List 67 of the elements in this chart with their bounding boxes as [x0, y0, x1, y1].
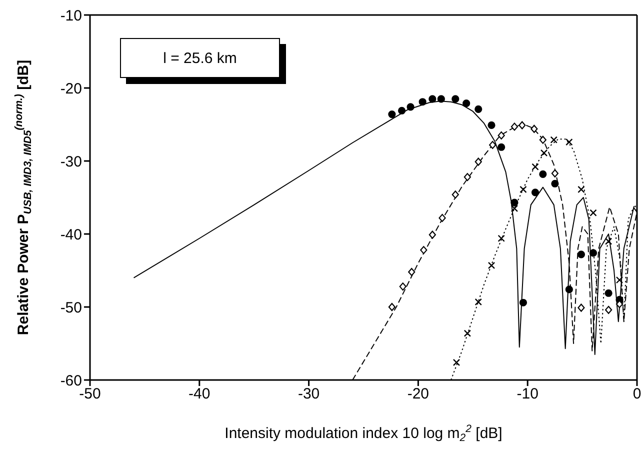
point — [406, 103, 414, 111]
point — [452, 358, 460, 366]
point — [452, 190, 459, 199]
point — [551, 169, 558, 178]
point — [388, 110, 396, 118]
y-tick-label: -20 — [60, 80, 82, 98]
point — [408, 268, 416, 276]
y-tick-label: -30 — [60, 153, 82, 170]
point — [578, 304, 585, 312]
point — [489, 140, 496, 149]
point — [498, 143, 506, 151]
x-tick-label: 0 — [632, 386, 642, 403]
point — [519, 298, 528, 306]
point — [498, 234, 505, 242]
x-tick-label: -50 — [79, 386, 101, 403]
point — [510, 198, 518, 206]
point — [577, 250, 586, 258]
annotation: l = 25.6 km — [163, 50, 237, 66]
point — [488, 262, 496, 269]
point — [498, 131, 505, 140]
point — [539, 136, 546, 144]
y-tick-label: -50 — [60, 299, 82, 316]
point — [520, 186, 527, 194]
point — [604, 289, 612, 297]
point — [616, 276, 624, 284]
point — [428, 95, 436, 103]
point — [464, 173, 471, 182]
x-tick-label: -30 — [298, 386, 320, 403]
point — [550, 136, 558, 144]
point — [565, 286, 573, 294]
point — [539, 170, 547, 178]
point — [532, 163, 539, 170]
point — [488, 121, 496, 130]
point — [518, 121, 526, 130]
x-tick-label: -40 — [188, 386, 210, 403]
x-tick-label: -20 — [407, 386, 430, 403]
point — [420, 246, 428, 254]
point — [510, 122, 518, 131]
point — [474, 158, 482, 166]
point — [604, 238, 612, 245]
point — [474, 105, 482, 113]
x-axis-title: Intensity modulation index 10 log m$_{2}$$^{2}$ [dB] — [224, 422, 502, 444]
point — [540, 149, 548, 157]
point — [531, 188, 540, 196]
point — [462, 100, 470, 108]
point — [566, 138, 573, 146]
point — [578, 186, 585, 194]
point — [510, 204, 518, 212]
x-tick-label: -10 — [516, 386, 538, 403]
point — [589, 249, 598, 257]
point — [530, 124, 538, 133]
y-tick-label: -40 — [60, 226, 82, 244]
point — [438, 214, 446, 222]
point — [551, 180, 559, 188]
point — [388, 302, 396, 312]
point — [605, 306, 612, 314]
point — [590, 209, 597, 216]
point — [418, 98, 426, 106]
point — [452, 95, 460, 103]
point — [398, 106, 406, 114]
point — [474, 298, 482, 306]
point — [437, 95, 445, 103]
point — [399, 282, 406, 291]
point — [464, 330, 472, 337]
y-tick-label: -10 — [60, 7, 82, 24]
point — [428, 230, 436, 239]
y-tick-label: -60 — [60, 372, 82, 390]
